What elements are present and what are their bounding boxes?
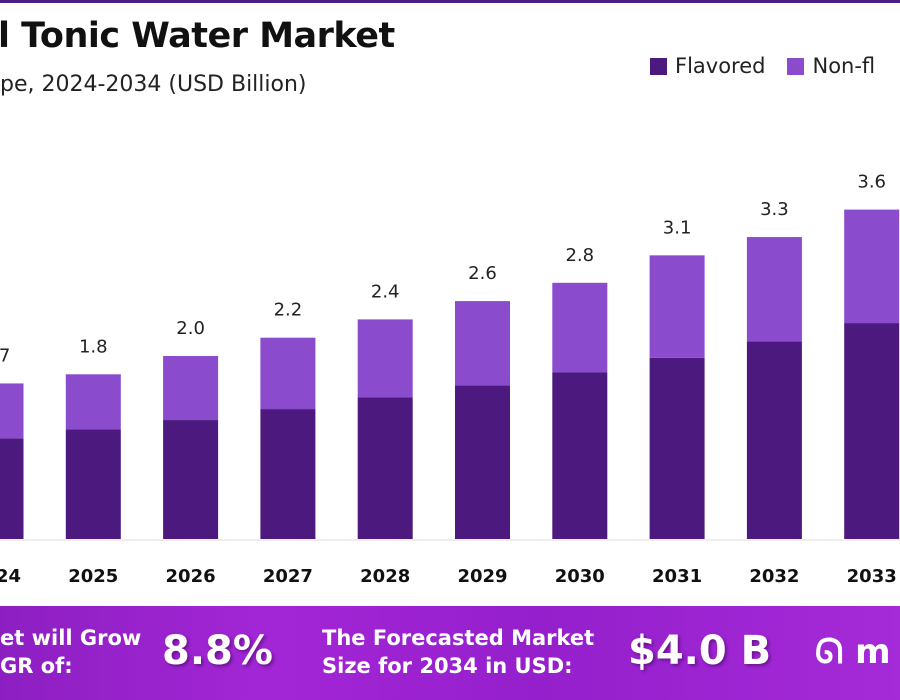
bar-flavored-2030 bbox=[552, 372, 608, 539]
value-label-2032: 3.3 bbox=[760, 199, 789, 220]
bar-flavored-2032 bbox=[746, 341, 802, 539]
bar-chart: 1.7 2024 1.8 2025 2.0 2026 2.2 2027 2.4 2028 2.6 20… bbox=[0, 172, 900, 587]
x-tick-label-2032: 2032 bbox=[749, 566, 799, 587]
legend-swatch bbox=[787, 57, 805, 75]
legend-swatch bbox=[650, 57, 667, 75]
bar-flavored-2031 bbox=[649, 357, 705, 539]
forecast-value: $4.0 B bbox=[628, 628, 772, 674]
value-label-2029: 2.6 bbox=[468, 263, 497, 284]
bar-non-flavored-2032 bbox=[746, 237, 802, 342]
bar-flavored-2026 bbox=[163, 420, 219, 539]
bar-non-flavored-2030 bbox=[552, 282, 608, 373]
bar-flavored-2028 bbox=[357, 397, 413, 539]
legend: Flavored Non-fl bbox=[650, 54, 875, 78]
cagr-text-line: et will Grow bbox=[0, 626, 142, 650]
bar-flavored-2033 bbox=[844, 323, 900, 539]
x-tick-label-2027: 2027 bbox=[263, 566, 313, 587]
value-label-2033: 3.6 bbox=[857, 172, 886, 193]
logo: ᘏ m bbox=[815, 632, 891, 672]
logo-text: m bbox=[855, 632, 891, 672]
bar-non-flavored-2025 bbox=[65, 374, 121, 430]
bar-non-flavored-2024 bbox=[0, 383, 24, 439]
legend-label: Flavored bbox=[675, 54, 766, 78]
bar-flavored-2025 bbox=[65, 429, 121, 539]
bar-non-flavored-2029 bbox=[455, 301, 510, 386]
top-border bbox=[0, 0, 900, 3]
bar-non-flavored-2027 bbox=[260, 337, 316, 410]
bar-flavored-2024 bbox=[0, 438, 24, 539]
logo-icon: ᘏ bbox=[815, 632, 844, 672]
legend-item-flavored: Flavored bbox=[650, 54, 765, 78]
value-label-2026: 2.0 bbox=[176, 318, 205, 339]
value-label-2030: 2.8 bbox=[565, 245, 594, 266]
x-tick-label-2029: 2029 bbox=[457, 566, 507, 587]
cagr-value: 8.8% bbox=[162, 628, 273, 674]
bar-flavored-2027 bbox=[260, 409, 316, 539]
legend-item-non-flavored: Non-fl bbox=[787, 54, 875, 78]
legend-label: Non-fl bbox=[812, 54, 876, 78]
cagr-text: et will Grow GR of: bbox=[0, 624, 141, 680]
value-label-2025: 1.8 bbox=[79, 336, 108, 357]
bar-non-flavored-2026 bbox=[163, 356, 219, 421]
forecast-text-line: The Forecasted Market bbox=[322, 626, 595, 650]
bar-non-flavored-2031 bbox=[649, 255, 705, 358]
x-tick-label-2031: 2031 bbox=[652, 566, 702, 587]
cagr-text-line: GR of: bbox=[0, 654, 73, 678]
chart-title: l Tonic Water Market bbox=[0, 16, 395, 56]
x-tick-label-2026: 2026 bbox=[166, 566, 216, 587]
x-tick-label-2025: 2025 bbox=[68, 566, 118, 587]
bar-non-flavored-2033 bbox=[844, 209, 900, 324]
x-tick-label-2024: 2024 bbox=[0, 566, 21, 587]
forecast-text: The Forecasted Market Size for 2034 in US… bbox=[322, 624, 594, 680]
value-label-2031: 3.1 bbox=[663, 217, 692, 238]
forecast-text-line: Size for 2034 in USD: bbox=[322, 654, 573, 678]
x-tick-label-2033: 2033 bbox=[847, 566, 897, 587]
x-tick-label-2028: 2028 bbox=[360, 566, 410, 587]
bar-flavored-2029 bbox=[455, 385, 510, 539]
value-label-2028: 2.4 bbox=[371, 281, 400, 302]
x-tick-label-2030: 2030 bbox=[555, 566, 605, 587]
chart-subtitle: pe, 2024-2034 (USD Billion) bbox=[0, 72, 307, 97]
value-label-2024: 1.7 bbox=[0, 345, 10, 366]
bar-non-flavored-2028 bbox=[357, 319, 413, 398]
summary-banner: et will Grow GR of: 8.8% The Forecasted M… bbox=[0, 606, 900, 700]
value-label-2027: 2.2 bbox=[274, 300, 303, 321]
